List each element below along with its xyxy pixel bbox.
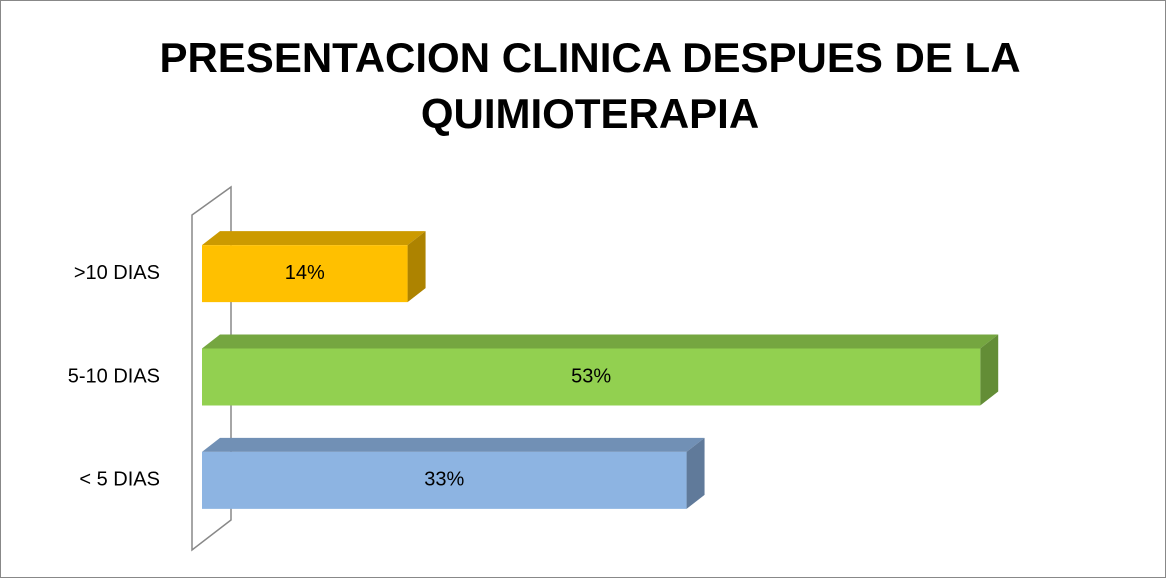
chart-title: PRESENTACION CLINICA DESPUES DE LA QUIMI… (159, 34, 1021, 137)
bar-front (202, 451, 687, 509)
bar-side (407, 231, 426, 303)
bar (202, 437, 705, 509)
axis-wall (191, 185, 232, 552)
bar-front (202, 245, 408, 303)
bar-front (202, 348, 981, 406)
value-label: 33% (424, 469, 464, 491)
bar-side (686, 437, 705, 509)
bar-top (202, 334, 999, 349)
value-label: 53% (571, 365, 611, 387)
category-label: < 5 DIAS (79, 469, 160, 491)
bar (202, 334, 999, 406)
value-label: 14% (285, 262, 325, 284)
category-label: 5-10 DIAS (68, 365, 160, 387)
category-label: >10 DIAS (74, 262, 160, 284)
bar (202, 231, 426, 303)
bar-top (202, 437, 705, 452)
bar-top (202, 231, 426, 246)
bar-side (980, 334, 999, 406)
